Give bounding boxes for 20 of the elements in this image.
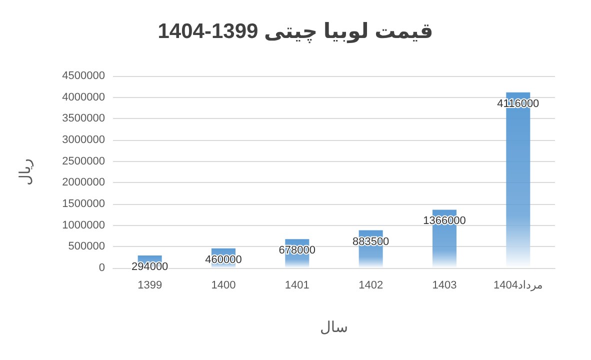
- y-tick-label: 2500000: [62, 155, 105, 168]
- y-tick-label: 3500000: [62, 112, 105, 125]
- y-tick-label: 500000: [68, 240, 105, 253]
- y-tick-label: 4000000: [62, 91, 105, 104]
- x-tick-label: 1399: [138, 280, 162, 292]
- x-tick-label: 1402: [358, 280, 384, 292]
- y-tick-label: 4500000: [62, 70, 105, 82]
- x-tick-label: 1401: [284, 280, 310, 292]
- y-tick-label: 2000000: [62, 176, 105, 189]
- x-tick-label: 1400: [211, 280, 236, 292]
- y-tick-label: 1000000: [62, 219, 105, 232]
- data-label: 294000: [131, 260, 168, 273]
- x-tick-label: مرداد1404: [494, 280, 543, 292]
- x-axis-title: سال: [320, 319, 348, 336]
- y-tick-label: 1500000: [62, 198, 105, 210]
- chart-title: قیمت لوبیا چیتی 1399-1404: [158, 20, 434, 44]
- y-tick-label: 3000000: [62, 134, 105, 146]
- x-tick-label: 1403: [432, 280, 457, 292]
- y-tick-label: 0: [98, 262, 105, 274]
- y-axis-title: ریال: [17, 158, 34, 186]
